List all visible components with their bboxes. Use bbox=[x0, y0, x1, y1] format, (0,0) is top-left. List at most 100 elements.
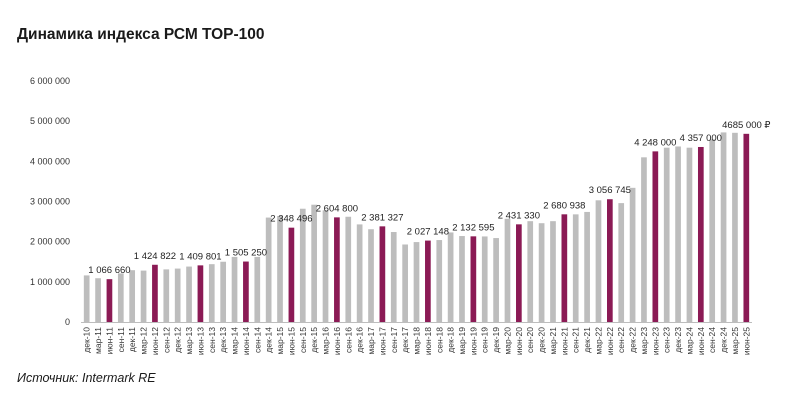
x-tick-label: мар-23 bbox=[639, 327, 649, 355]
bar bbox=[413, 242, 420, 322]
bar bbox=[106, 279, 113, 322]
x-tick-label: июн-25 bbox=[741, 327, 751, 355]
x-tick-label: дек-11 bbox=[127, 327, 137, 352]
x-tick-label: июн-22 bbox=[605, 327, 615, 355]
bar bbox=[527, 221, 534, 322]
x-tick-label: мар-15 bbox=[275, 327, 285, 355]
bar bbox=[186, 266, 192, 322]
x-tick-label: дек-19 bbox=[491, 327, 501, 353]
x-tick-label: дек-16 bbox=[355, 327, 365, 353]
bar bbox=[675, 146, 681, 322]
y-tick-label: 4 000 000 bbox=[30, 156, 70, 166]
x-tick-label: мар-24 bbox=[684, 327, 694, 355]
bar bbox=[231, 256, 238, 322]
bar bbox=[470, 236, 477, 322]
x-tick-label: мар-17 bbox=[366, 327, 376, 355]
bar bbox=[129, 270, 136, 322]
x-tick-label: июн-17 bbox=[377, 327, 387, 355]
x-tick-label: мар-12 bbox=[139, 327, 149, 355]
x-tick-label: июн-16 bbox=[332, 327, 342, 355]
data-labels: 1 066 660 1 424 822 1 409 801 1 505 250 2 34… bbox=[88, 120, 770, 276]
x-tick-label: сен-21 bbox=[571, 327, 581, 353]
bar bbox=[243, 261, 249, 322]
x-tick-label: дек-22 bbox=[628, 327, 638, 353]
y-tick-label: 5 000 000 bbox=[30, 116, 70, 126]
x-tick-label: июн-19 bbox=[468, 327, 478, 355]
x-tick-label: июн-11 bbox=[104, 327, 114, 355]
data-label: 2 381 327 bbox=[361, 212, 403, 223]
x-tick-label: мар-19 bbox=[457, 327, 467, 355]
data-label: 2 431 330 bbox=[498, 210, 540, 221]
bar bbox=[288, 227, 295, 322]
bars bbox=[83, 132, 750, 322]
bar bbox=[584, 211, 590, 322]
x-tick-label: мар-20 bbox=[502, 327, 512, 355]
bar bbox=[220, 261, 227, 322]
data-label: 2 348 496 bbox=[270, 214, 312, 225]
bar bbox=[265, 217, 272, 322]
x-tick-label: июн-14 bbox=[241, 327, 251, 355]
x-tick-label: дек-21 bbox=[582, 327, 592, 353]
bar bbox=[152, 264, 158, 322]
bar bbox=[311, 204, 317, 322]
bar bbox=[254, 256, 261, 322]
bar bbox=[459, 236, 465, 322]
x-tick-label: сен-16 bbox=[343, 327, 353, 353]
bar bbox=[322, 210, 329, 322]
x-tick-label: мар-25 bbox=[730, 327, 740, 355]
data-label: 4 248 000 bbox=[634, 137, 676, 148]
data-label: 2 680 938 bbox=[543, 200, 585, 211]
bar bbox=[538, 223, 545, 322]
bar bbox=[550, 221, 556, 322]
bar bbox=[356, 224, 363, 322]
x-tick-label: дек-13 bbox=[218, 327, 228, 353]
x-tick-label: июн-23 bbox=[650, 327, 660, 355]
bar bbox=[208, 264, 215, 322]
y-tick-label: 3 000 000 bbox=[30, 197, 70, 207]
x-tick-label: мар-13 bbox=[184, 327, 194, 355]
x-tick-label: дек-23 bbox=[673, 327, 683, 353]
x-tick-label: сен-19 bbox=[480, 327, 490, 353]
bar bbox=[299, 208, 306, 322]
data-label: 1 409 801 bbox=[179, 251, 221, 262]
x-tick-label: июн-12 bbox=[150, 327, 160, 355]
bar bbox=[83, 275, 90, 322]
bar bbox=[493, 238, 499, 322]
x-tick-label: мар-21 bbox=[548, 327, 558, 355]
bar bbox=[334, 217, 340, 322]
x-tick-label: сен-24 bbox=[707, 327, 717, 353]
x-tick-label: дек-20 bbox=[537, 327, 547, 353]
bar bbox=[390, 232, 397, 322]
x-tick-label: сен-23 bbox=[662, 327, 672, 353]
bar bbox=[402, 244, 408, 322]
bar bbox=[663, 147, 670, 322]
x-tick-label: сен-17 bbox=[389, 327, 399, 353]
chart-title: Динамика индекса РСМ ТОР-100 bbox=[17, 26, 265, 43]
x-tick-label: июн-13 bbox=[195, 327, 205, 355]
bar bbox=[629, 187, 636, 322]
bar bbox=[447, 232, 454, 322]
source-note: Источник: Intermark RE bbox=[17, 371, 156, 385]
bar bbox=[425, 240, 431, 322]
x-tick-label: дек-18 bbox=[446, 327, 456, 353]
x-tick-label: июн-15 bbox=[286, 327, 296, 355]
bar bbox=[379, 226, 386, 322]
bar bbox=[572, 214, 579, 322]
x-tick-label: сен-20 bbox=[525, 327, 535, 353]
bar bbox=[95, 278, 101, 322]
bar bbox=[504, 218, 511, 322]
bar bbox=[516, 224, 522, 322]
x-tick-label: мар-14 bbox=[230, 327, 240, 355]
x-tick-label: дек-14 bbox=[264, 327, 274, 353]
y-tick-label: 6 000 000 bbox=[30, 76, 70, 86]
x-tick-label: сен-18 bbox=[434, 327, 444, 353]
x-tick-label: июн-20 bbox=[514, 327, 524, 355]
bar bbox=[197, 265, 204, 322]
bar bbox=[732, 132, 738, 322]
data-label: 3 056 745 bbox=[589, 185, 631, 196]
bar bbox=[641, 157, 647, 322]
bar bbox=[595, 200, 602, 322]
bar bbox=[652, 151, 659, 322]
data-label: 2 604 800 bbox=[316, 203, 358, 214]
